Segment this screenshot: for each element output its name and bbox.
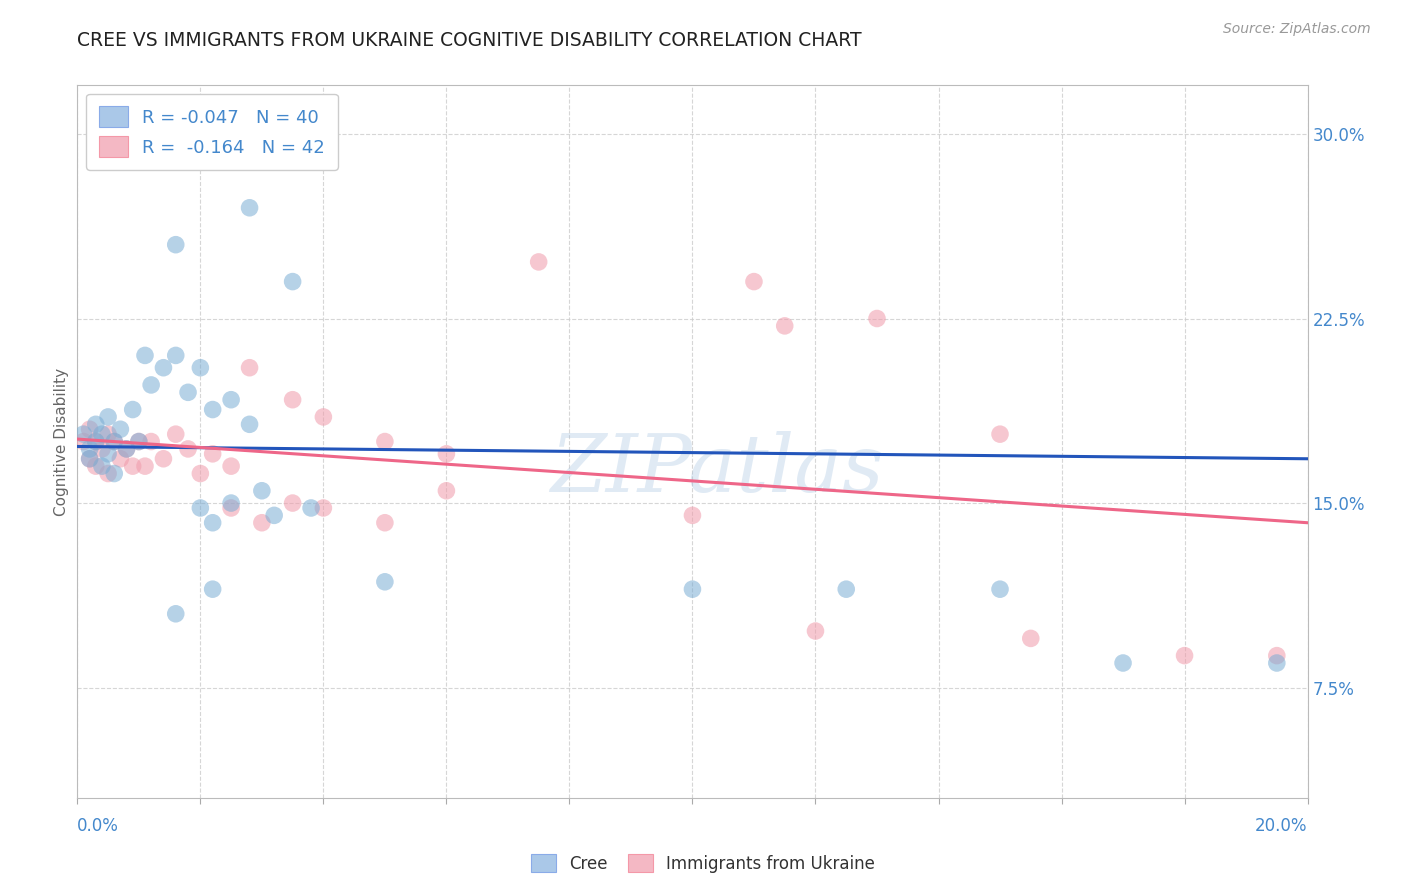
Point (1265, 648, 1288, 663)
Point (1174, 648, 1197, 663)
Point (773, 318, 796, 333)
Point (281, 392, 304, 407)
Point (121, 402, 143, 417)
Point (201, 582, 224, 597)
Point (263, 508, 285, 523)
Point (1112, 656, 1135, 670)
Y-axis label: Cognitive Disability: Cognitive Disability (53, 368, 69, 516)
Point (866, 311, 889, 326)
Text: Source: ZipAtlas.com: Source: ZipAtlas.com (1223, 22, 1371, 37)
Point (134, 459, 156, 474)
Point (165, 427, 187, 442)
Point (742, 275, 765, 289)
Point (79, 451, 101, 466)
Point (97, 427, 120, 442)
Point (188, 360, 212, 375)
Point (97, 447, 120, 461)
Point (165, 348, 187, 362)
Point (115, 442, 138, 456)
Point (988, 582, 1011, 597)
Point (374, 516, 396, 530)
Point (527, 255, 550, 269)
Point (988, 427, 1011, 442)
Point (682, 508, 704, 523)
Point (128, 434, 150, 449)
Point (79, 451, 101, 466)
Text: ZIPatlas: ZIPatlas (550, 432, 884, 508)
Point (219, 459, 242, 474)
Point (84, 434, 107, 449)
Point (281, 275, 304, 289)
Point (84, 417, 107, 432)
Point (134, 348, 156, 362)
Point (682, 582, 704, 597)
Point (239, 417, 262, 432)
Point (188, 500, 212, 515)
Point (141, 434, 163, 449)
Point (201, 447, 224, 461)
Text: 0.0%: 0.0% (77, 817, 120, 835)
Point (374, 574, 396, 589)
Point (72, 434, 94, 449)
Point (103, 434, 125, 449)
Point (201, 516, 224, 530)
Point (436, 483, 458, 498)
Point (110, 422, 132, 436)
Point (177, 385, 200, 400)
Point (152, 360, 174, 375)
Point (281, 496, 304, 510)
Point (165, 237, 187, 252)
Point (312, 500, 335, 515)
Point (219, 392, 242, 407)
Point (804, 624, 827, 638)
Point (115, 442, 138, 456)
Point (188, 467, 212, 481)
Point (79, 442, 101, 456)
Point (128, 434, 150, 449)
Point (97, 409, 120, 424)
Point (1019, 632, 1042, 646)
Point (312, 409, 335, 424)
Point (219, 500, 242, 515)
Point (436, 447, 458, 461)
Point (103, 434, 125, 449)
Point (141, 378, 163, 392)
Point (72, 427, 94, 442)
Point (165, 607, 187, 621)
Point (250, 516, 273, 530)
Point (1265, 656, 1288, 670)
Point (177, 442, 200, 456)
Text: 20.0%: 20.0% (1256, 817, 1308, 835)
Point (90, 459, 114, 474)
Legend: Cree, Immigrants from Ukraine: Cree, Immigrants from Ukraine (524, 847, 882, 880)
Point (250, 483, 273, 498)
Point (152, 451, 174, 466)
Point (374, 434, 396, 449)
Point (84, 459, 107, 474)
Point (90, 427, 114, 442)
Point (835, 582, 858, 597)
Point (239, 360, 262, 375)
Point (219, 496, 242, 510)
Point (121, 459, 143, 474)
Point (239, 201, 262, 215)
Point (90, 442, 114, 456)
Legend: R = -0.047   N = 40, R =  -0.164   N = 42: R = -0.047 N = 40, R = -0.164 N = 42 (86, 94, 337, 169)
Point (79, 422, 101, 436)
Point (299, 500, 322, 515)
Point (97, 467, 120, 481)
Point (110, 451, 132, 466)
Text: CREE VS IMMIGRANTS FROM UKRAINE COGNITIVE DISABILITY CORRELATION CHART: CREE VS IMMIGRANTS FROM UKRAINE COGNITIV… (77, 31, 862, 50)
Point (201, 402, 224, 417)
Point (103, 467, 125, 481)
Point (84, 434, 107, 449)
